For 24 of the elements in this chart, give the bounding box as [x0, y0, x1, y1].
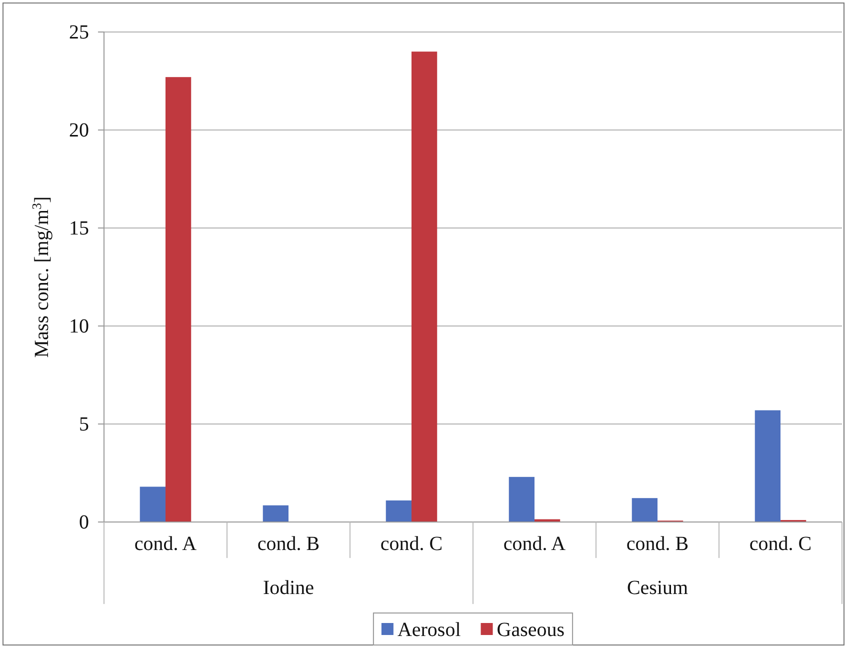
- x-tick-label: cond. C: [380, 533, 443, 555]
- y-tick-label: 20: [69, 119, 89, 142]
- text: Cesium: [626, 577, 688, 599]
- bar: [262, 505, 288, 522]
- bar: [386, 500, 412, 522]
- legend-label: Gaseous: [496, 619, 565, 641]
- bar: [508, 476, 534, 522]
- y-tick-label: 0: [79, 511, 89, 534]
- x-tick-label: cond. A: [503, 533, 566, 555]
- bar: [140, 486, 166, 522]
- x-tick-label: cond. C: [749, 533, 812, 555]
- bar: [412, 52, 438, 522]
- x-tick-label: cond. A: [134, 533, 198, 555]
- y-tick-label: 5: [79, 413, 89, 436]
- text: Iodine: [262, 577, 314, 599]
- legend-label: Aerosol: [397, 619, 462, 641]
- x-tick-label: cond. B: [626, 533, 689, 555]
- bar: [632, 498, 658, 522]
- y-tick-label: 25: [69, 21, 89, 44]
- y-tick-label: 15: [69, 217, 89, 240]
- x-tick-label: cond. B: [257, 533, 320, 555]
- bar: [166, 77, 192, 522]
- y-tick-label: 10: [69, 315, 89, 338]
- bar: [754, 410, 780, 522]
